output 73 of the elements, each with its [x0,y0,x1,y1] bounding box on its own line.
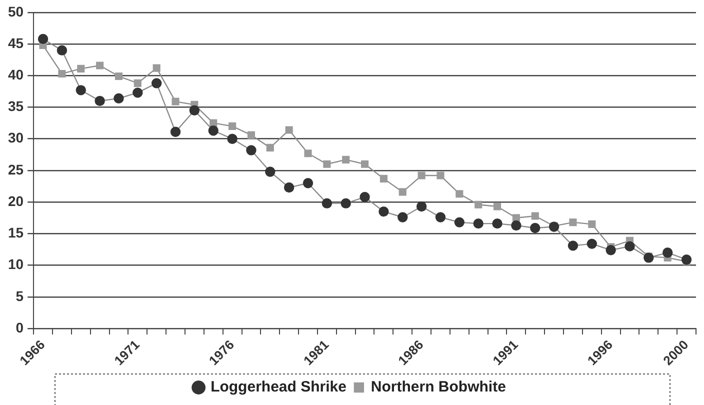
point [342,156,350,164]
point [77,64,85,72]
point [302,178,314,188]
legend-label: Northern Bobwhite [370,378,506,396]
y-tick-label: 35 [8,98,24,114]
point [474,200,482,208]
point [361,160,369,168]
point [284,182,294,193]
point [662,248,673,258]
point [134,79,142,87]
point [681,254,692,265]
point [530,222,540,234]
point [189,105,200,116]
point [378,206,389,217]
point [569,218,577,226]
point [132,88,143,98]
point [285,126,293,134]
point [512,214,520,222]
y-tick-label: 40 [8,66,24,82]
point [435,212,446,222]
point [304,150,312,158]
point [531,212,539,220]
point [56,45,68,56]
point [360,192,370,202]
point [94,96,105,106]
point [151,78,162,88]
point [492,218,502,229]
point [511,220,522,231]
point [227,134,238,144]
y-tick-label: 45 [8,34,24,51]
point [644,252,654,263]
point [340,198,351,208]
point [266,144,274,152]
point [380,174,388,182]
point [172,98,180,106]
y-tick-label: 20 [8,192,24,209]
y-tick-label: 25 [8,161,24,178]
point [418,172,426,180]
y-tick-label: 10 [8,256,24,272]
point [170,126,181,137]
point [436,172,444,180]
point [606,245,616,256]
point [568,240,578,251]
point [228,122,236,130]
point [96,62,104,70]
y-tick-label: 50 [8,3,24,20]
y-tick-label: 30 [8,130,24,146]
point [473,218,484,229]
point [76,85,86,96]
point [454,217,465,228]
point [152,64,160,72]
point [114,93,124,104]
point [398,188,406,196]
y-tick-label: 0 [16,319,24,336]
point [416,201,427,212]
point [624,241,635,252]
point [322,198,332,208]
point [58,70,66,78]
legend-label: Loggerhead Shrike [210,378,346,396]
point [398,212,408,222]
point [38,34,48,44]
point [265,166,276,177]
point [323,160,331,168]
point [247,131,256,139]
point [588,220,596,228]
point [246,145,256,156]
point [114,72,123,80]
y-tick-label: 5 [16,288,24,304]
point [493,202,502,210]
point [456,190,464,198]
point [586,238,598,249]
y-tick-label: 15 [8,224,24,241]
point [208,126,218,136]
